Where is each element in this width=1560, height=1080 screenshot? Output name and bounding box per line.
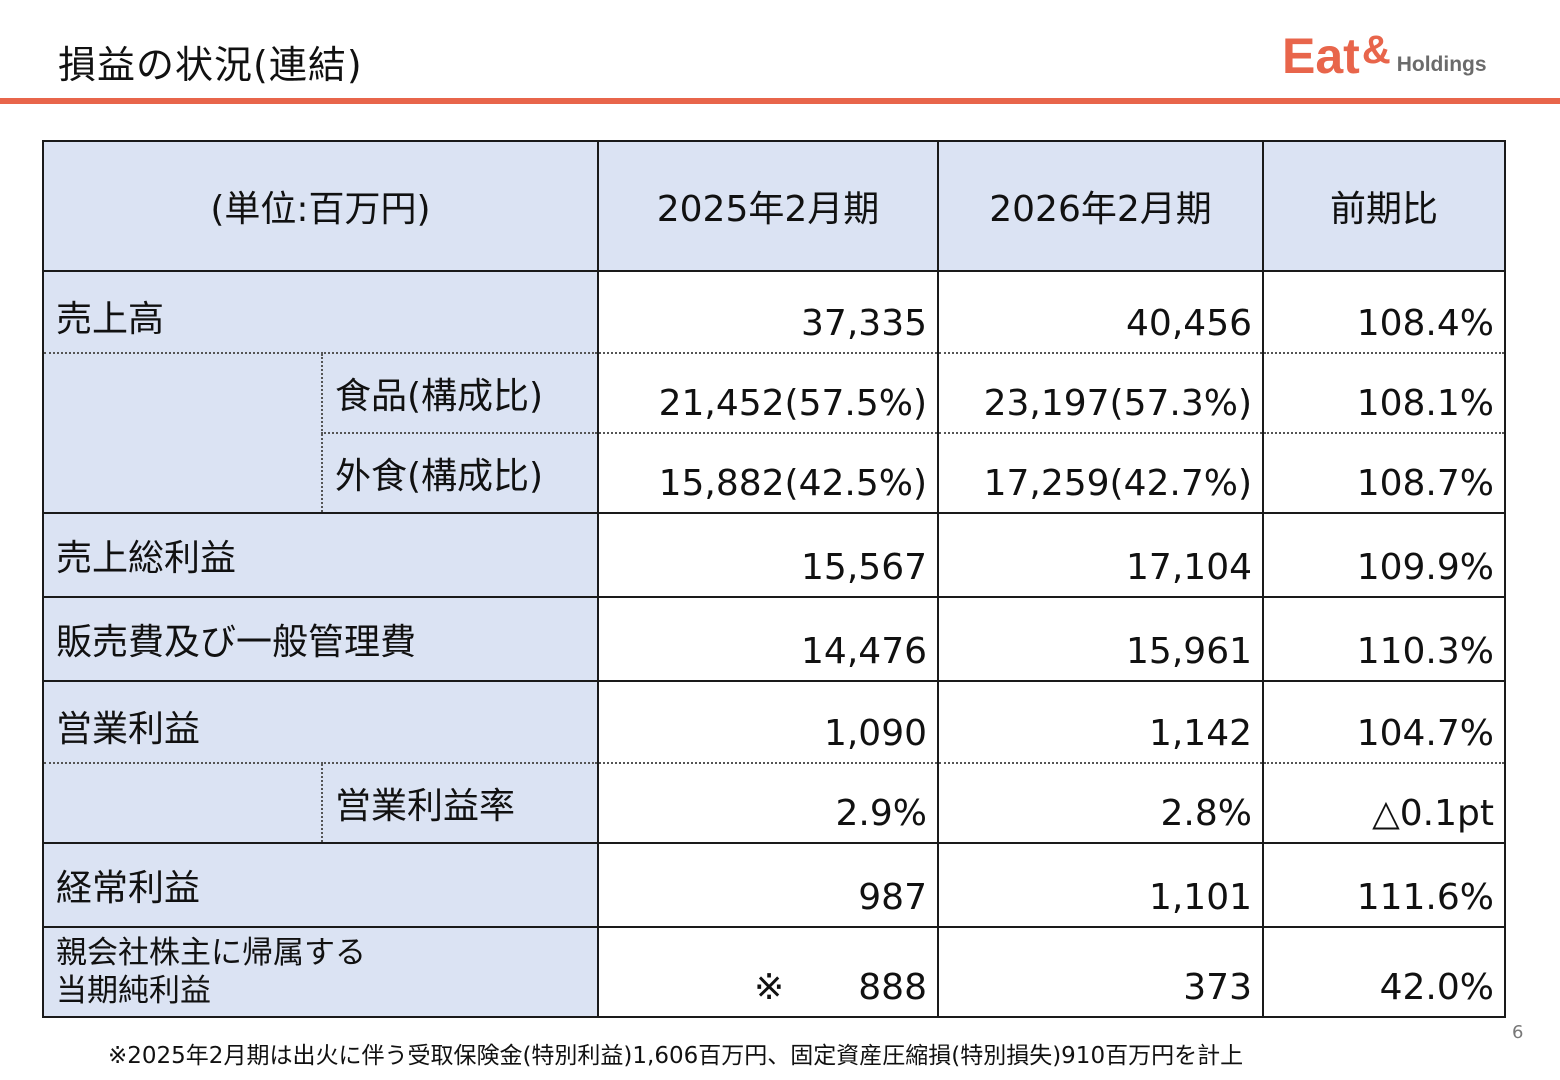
cell-sga-ratio: 110.3% [1262, 596, 1506, 682]
logo-ampersand: & [1361, 28, 1391, 72]
cell-food-2025: 21,452(57.5%) [597, 352, 939, 434]
row-label-net-line2: 当期純利益 [56, 973, 211, 1009]
cell-dining-2026: 17,259(42.7%) [937, 432, 1264, 514]
row-label-net: 親会社株主に帰属する 当期純利益 [42, 926, 599, 1018]
cell-gross-2025: 15,567 [597, 512, 939, 598]
footnote-text: ※2025年2月期は出火に伴う受取保険金(特別利益)1,606百万円、固定資産圧… [108, 1043, 1244, 1069]
table-row: 売上総利益 15,567 17,104 109.9% [42, 512, 1506, 598]
page-number: 6 [1512, 1022, 1524, 1043]
row-label-sales: 売上高 [42, 270, 599, 354]
page-title: 損益の状況(連結) [58, 43, 363, 87]
sales-sub-spacer [42, 353, 322, 514]
row-label-gross: 売上総利益 [42, 512, 599, 598]
row-label-sga: 販売費及び一般管理費 [42, 596, 599, 682]
table-row: 営業利益 1,090 1,142 104.7% [42, 680, 1506, 764]
cell-ordinary-2025: 987 [597, 842, 939, 928]
title-divider [0, 98, 1560, 104]
cell-sales-ratio: 108.4% [1262, 270, 1506, 354]
fy2025-header: 2025年2月期 [597, 140, 939, 272]
logo-main-text: Eat [1282, 28, 1360, 84]
row-label-ordinary: 経常利益 [42, 842, 599, 928]
footnote-mark: ※ [754, 967, 785, 1008]
cell-opmargin-2026: 2.8% [937, 762, 1264, 844]
table-header-row: (単位:百万円) 2025年2月期 2026年2月期 前期比 [42, 140, 1506, 272]
cell-food-ratio: 108.1% [1262, 352, 1506, 434]
cell-sales-2025: 37,335 [597, 270, 939, 354]
cell-food-2026: 23,197(57.3%) [937, 352, 1264, 434]
table-row: 外食(構成比) 15,882(42.5%) 17,259(42.7%) 108.… [43, 432, 1506, 514]
op-sub-spacer [42, 763, 322, 844]
table-row: 親会社株主に帰属する 当期純利益 ※ 888 373 42.0% [42, 926, 1506, 1018]
cell-net-2025: ※ 888 [597, 926, 939, 1018]
table-row: 食品(構成比) 21,452(57.5%) 23,197(57.3%) 108.… [42, 352, 1506, 514]
income-statement-table: (単位:百万円) 2025年2月期 2026年2月期 前期比 売上高 37,33… [42, 140, 1506, 1018]
cell-ordinary-2026: 1,101 [937, 842, 1264, 928]
logo-sub-text: Holdings [1396, 53, 1487, 76]
table-row: 経常利益 987 1,101 111.6% [42, 842, 1506, 928]
row-label-net-line1: 親会社株主に帰属する [56, 935, 366, 971]
cell-net-2026: 373 [937, 926, 1264, 1018]
cell-sales-2026: 40,456 [937, 270, 1264, 354]
unit-header: (単位:百万円) [42, 140, 599, 272]
cell-sga-2026: 15,961 [937, 596, 1264, 682]
company-logo: Eat & Holdings [1282, 24, 1487, 84]
cell-op-ratio: 104.7% [1262, 680, 1506, 764]
cell-op-2025: 1,090 [597, 680, 939, 764]
cell-dining-ratio: 108.7% [1262, 432, 1506, 514]
cell-ordinary-ratio: 111.6% [1262, 842, 1506, 928]
table-row: 営業利益率 2.9% 2.8% △0.1pt [42, 762, 1506, 844]
cell-gross-2026: 17,104 [937, 512, 1264, 598]
cell-net-2025-value: 888 [858, 967, 927, 1008]
row-label-dining: 外食(構成比) [321, 432, 599, 514]
cell-opmargin-2025: 2.9% [597, 762, 939, 844]
row-label-opmargin: 営業利益率 [321, 762, 599, 844]
cell-sga-2025: 14,476 [597, 596, 939, 682]
row-label-op: 営業利益 [42, 680, 599, 764]
yoy-header: 前期比 [1262, 140, 1506, 272]
cell-op-2026: 1,142 [937, 680, 1264, 764]
cell-gross-ratio: 109.9% [1262, 512, 1506, 598]
row-label-food: 食品(構成比) [321, 352, 599, 434]
cell-net-ratio: 42.0% [1262, 926, 1506, 1018]
cell-opmargin-ratio: △0.1pt [1262, 762, 1506, 844]
cell-dining-2025: 15,882(42.5%) [597, 432, 939, 514]
table-row: 販売費及び一般管理費 14,476 15,961 110.3% [42, 596, 1506, 682]
table-row: 売上高 37,335 40,456 108.4% [42, 270, 1506, 354]
fy2026-header: 2026年2月期 [937, 140, 1264, 272]
